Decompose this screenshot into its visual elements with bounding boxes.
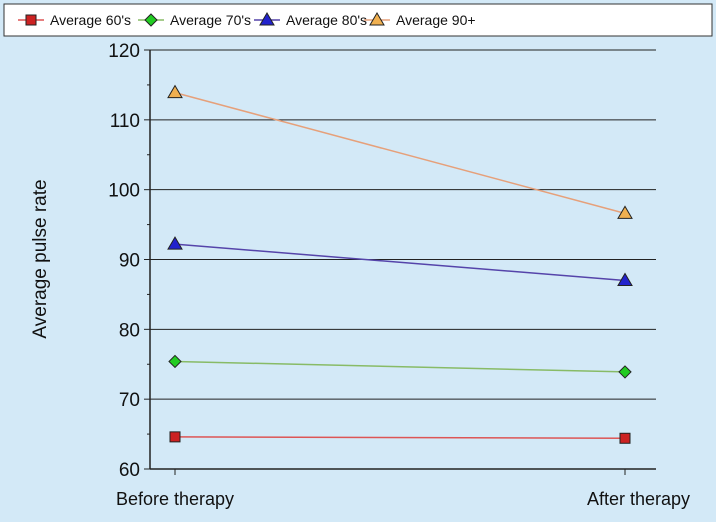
data-point	[618, 365, 632, 379]
x-tick-label: Before therapy	[116, 489, 234, 509]
data-point	[168, 354, 182, 369]
series-line	[174, 436, 626, 440]
data-point	[617, 205, 633, 219]
data-point	[617, 272, 633, 286]
legend-label: Average 90+	[396, 12, 476, 28]
legend-marker	[25, 14, 37, 26]
legend-marker	[259, 12, 275, 26]
series-line	[174, 243, 626, 282]
x-tick-label: After therapy	[587, 489, 690, 509]
legend-label: Average 70's	[170, 12, 251, 28]
y-tick-label: 70	[119, 390, 140, 411]
series-layer	[167, 84, 633, 444]
data-point	[167, 236, 183, 250]
y-tick-label: 90	[119, 251, 140, 272]
legend-marker	[144, 13, 158, 27]
legend-box	[3, 3, 713, 37]
y-tick-label: 100	[108, 181, 140, 202]
y-tick-label: 80	[119, 320, 140, 341]
legend-label: Average 80's	[286, 12, 367, 28]
axes: 60 70 80 90 100 110 120 Before therapy After the…	[108, 41, 690, 509]
y-tick-label: 120	[108, 41, 140, 62]
y-axis-title: Average pulse rate	[30, 179, 51, 338]
grid	[150, 49, 656, 400]
y-tick-label: 60	[119, 460, 140, 481]
legend-label: Average 60's	[50, 12, 131, 28]
data-point	[167, 84, 183, 99]
series-line	[174, 91, 626, 215]
series-line	[174, 360, 626, 373]
data-point	[169, 431, 181, 443]
y-tick-label: 110	[110, 111, 140, 132]
data-point	[619, 432, 631, 444]
legend: Average 60's Average 70's Average 80's Aver…	[18, 12, 476, 28]
legend-marker	[369, 12, 385, 26]
